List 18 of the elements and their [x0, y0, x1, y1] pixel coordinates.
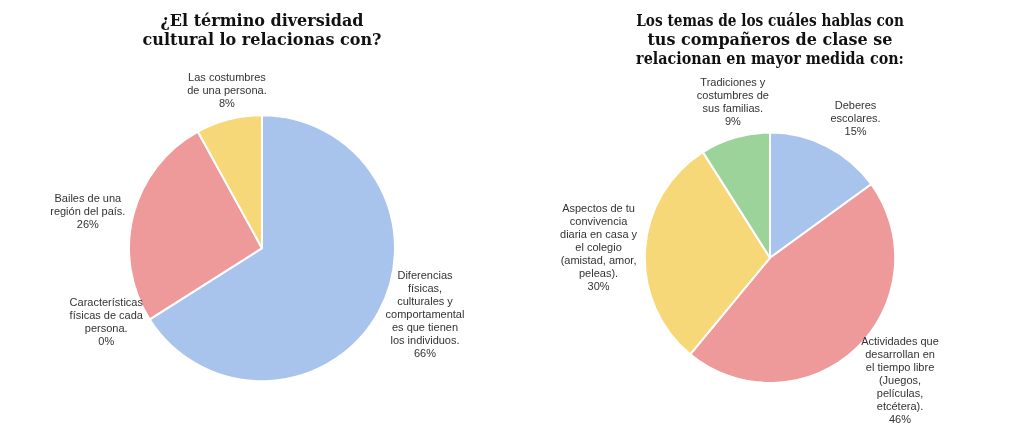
slice-label: Tradiciones y costumbres de sus familias. [696, 76, 769, 115]
chart-title: Los temas de los cuáles hablas con tus compañeros de clase se relacionan en mayor medida con: [636, 10, 904, 69]
category-label: Características físicas de cada persona. [69, 296, 143, 335]
data-label: 15% [844, 124, 867, 137]
data-label: 30% [587, 280, 610, 293]
data-label: 26% [76, 218, 100, 231]
slice-label: Diferencias físicas, culturales y comportamental es que tienen los individuos. [385, 269, 465, 347]
data-label: 9% [724, 115, 741, 128]
slice-label: Bailes de una región del país. [50, 192, 126, 218]
slice-label: Actividades que desarrollan en el tiempo libre (Juegos, películas, etcétera). [861, 334, 939, 412]
slice-label: Las costumbres de una persona. [187, 71, 267, 97]
slice-label: Deberes escolares. [830, 98, 881, 124]
chart-title: ¿El término diversidad cultural lo relacionas con? [142, 10, 382, 49]
data-label: 8% [218, 97, 236, 110]
slice-label: Aspectos de tu convivencia diaria en casa y el colegio (amistad, amor, peleas). [560, 202, 638, 280]
text: 0% [98, 335, 115, 348]
data-label: 46% [889, 412, 912, 425]
data-label: 66% [413, 347, 437, 360]
